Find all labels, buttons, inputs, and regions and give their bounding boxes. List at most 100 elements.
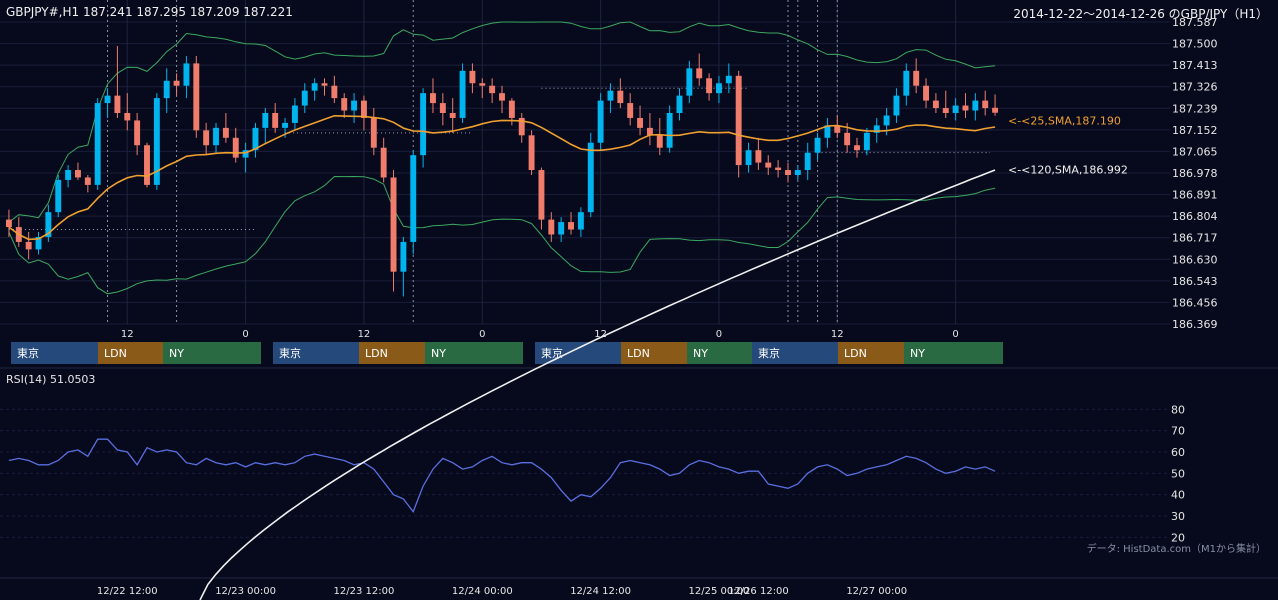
candle-body xyxy=(499,93,505,101)
candle-body xyxy=(725,75,732,84)
session-london xyxy=(359,342,425,364)
candle-body xyxy=(439,103,446,113)
date-tick-label: 12/24 00:00 xyxy=(452,586,513,597)
candle-body xyxy=(163,80,170,99)
date-tick-label: 12/22 12:00 xyxy=(97,586,158,597)
candlesticks xyxy=(5,46,999,297)
candle-body xyxy=(814,137,821,153)
date-tick-label: 12/23 12:00 xyxy=(334,586,395,597)
hour-tick-label: 0 xyxy=(716,329,722,340)
candle-body xyxy=(380,147,387,178)
candle-body xyxy=(311,83,318,91)
candle-body xyxy=(715,83,722,94)
candle-body xyxy=(65,170,72,180)
candle-body xyxy=(479,83,486,86)
candle-body xyxy=(114,95,121,113)
candle-body xyxy=(262,112,269,128)
hour-tick-label: 0 xyxy=(242,329,248,340)
candle-body xyxy=(577,212,584,230)
candle-body xyxy=(242,150,249,158)
candle-body xyxy=(272,112,279,128)
candle-body xyxy=(75,170,81,178)
candle-body xyxy=(863,132,870,151)
candle-body xyxy=(360,100,367,118)
candle-body xyxy=(25,241,32,250)
candle-body xyxy=(449,112,456,118)
price-tick-label: 187.500 xyxy=(1172,38,1218,51)
candle-body xyxy=(282,122,289,128)
candle-body xyxy=(883,115,890,126)
candle-body xyxy=(331,85,338,99)
date-range-title: 2014-12-22～2014-12-26 のGBP/JPY（H1） xyxy=(1013,7,1268,21)
candle-body xyxy=(755,150,762,163)
rsi-line xyxy=(8,438,996,514)
candle-body xyxy=(706,78,713,94)
candle-body xyxy=(873,125,880,133)
candle-body xyxy=(351,100,358,111)
candle-body xyxy=(558,222,565,235)
bollinger-upper-line xyxy=(8,21,996,223)
session-london-label: LDN xyxy=(844,347,867,360)
candle-body xyxy=(548,219,555,235)
rsi-tick-label: 20 xyxy=(1171,531,1185,544)
candle-body xyxy=(785,170,791,175)
candle-body xyxy=(666,112,673,148)
candle-body xyxy=(341,98,348,111)
candle-body xyxy=(252,127,259,151)
candle-body xyxy=(992,107,999,113)
hour-tick-label: 12 xyxy=(358,329,371,340)
hour-tick-label: 12 xyxy=(831,329,844,340)
candle-body xyxy=(745,150,752,166)
candle-body xyxy=(222,127,229,138)
date-tick-label: 12/26 12:00 xyxy=(728,586,789,597)
session-tokyo-label: 東京 xyxy=(541,346,563,360)
price-tick-label: 186.804 xyxy=(1172,210,1218,223)
candle-body xyxy=(94,103,101,185)
candle-body xyxy=(183,63,190,86)
session-newyork xyxy=(687,342,752,364)
bollinger-bands xyxy=(8,21,996,295)
sma120-label: <-<120,SMA,186.992 xyxy=(1008,164,1128,177)
session-london-label: LDN xyxy=(104,347,127,360)
price-tick-label: 186.456 xyxy=(1172,296,1218,309)
candle-body xyxy=(627,103,634,118)
price-axis: 187.587 187.500 187.413 187.326 187.239 187.1… xyxy=(1172,16,1218,331)
candle-body xyxy=(568,222,574,230)
rsi-tick-label: 40 xyxy=(1171,489,1185,502)
session-london xyxy=(838,342,904,364)
candle-body xyxy=(982,100,989,109)
candle-body xyxy=(410,155,417,242)
candle-body xyxy=(173,80,180,86)
rsi-title: RSI(14) 51.0503 xyxy=(6,373,96,386)
price-tick-label: 187.413 xyxy=(1172,59,1218,72)
date-tick-label: 12/24 12:00 xyxy=(570,586,631,597)
candle-body xyxy=(844,132,851,146)
candle-body xyxy=(518,117,525,136)
session-newyork xyxy=(163,342,261,364)
price-tick-label: 187.239 xyxy=(1172,102,1218,115)
session-newyork-label: NY xyxy=(693,347,708,360)
date-tick-label: 12/25 00:00 xyxy=(689,586,750,597)
candle-body xyxy=(301,90,308,106)
rsi-tick-label: 60 xyxy=(1171,446,1185,459)
candle-body xyxy=(420,93,427,156)
candle-body xyxy=(942,108,949,113)
session-newyork-label: NY xyxy=(431,347,446,360)
rsi-tick-label: 80 xyxy=(1171,403,1185,416)
candle-body xyxy=(824,125,831,138)
price-tick-label: 186.369 xyxy=(1172,318,1218,331)
candle-body xyxy=(144,145,150,185)
session-london xyxy=(621,342,687,364)
candle-body xyxy=(430,93,436,104)
candle-body xyxy=(134,120,141,146)
candle-body xyxy=(291,105,298,123)
candle-body xyxy=(646,127,653,136)
moving-averages xyxy=(8,114,996,241)
hour-tick-label: 0 xyxy=(479,329,485,340)
price-tick-label: 186.891 xyxy=(1172,189,1218,202)
candle-body xyxy=(765,162,772,168)
session-tokyo xyxy=(11,342,98,364)
sma120-line xyxy=(199,169,996,600)
candle-body xyxy=(972,100,979,111)
session-london xyxy=(98,342,163,364)
